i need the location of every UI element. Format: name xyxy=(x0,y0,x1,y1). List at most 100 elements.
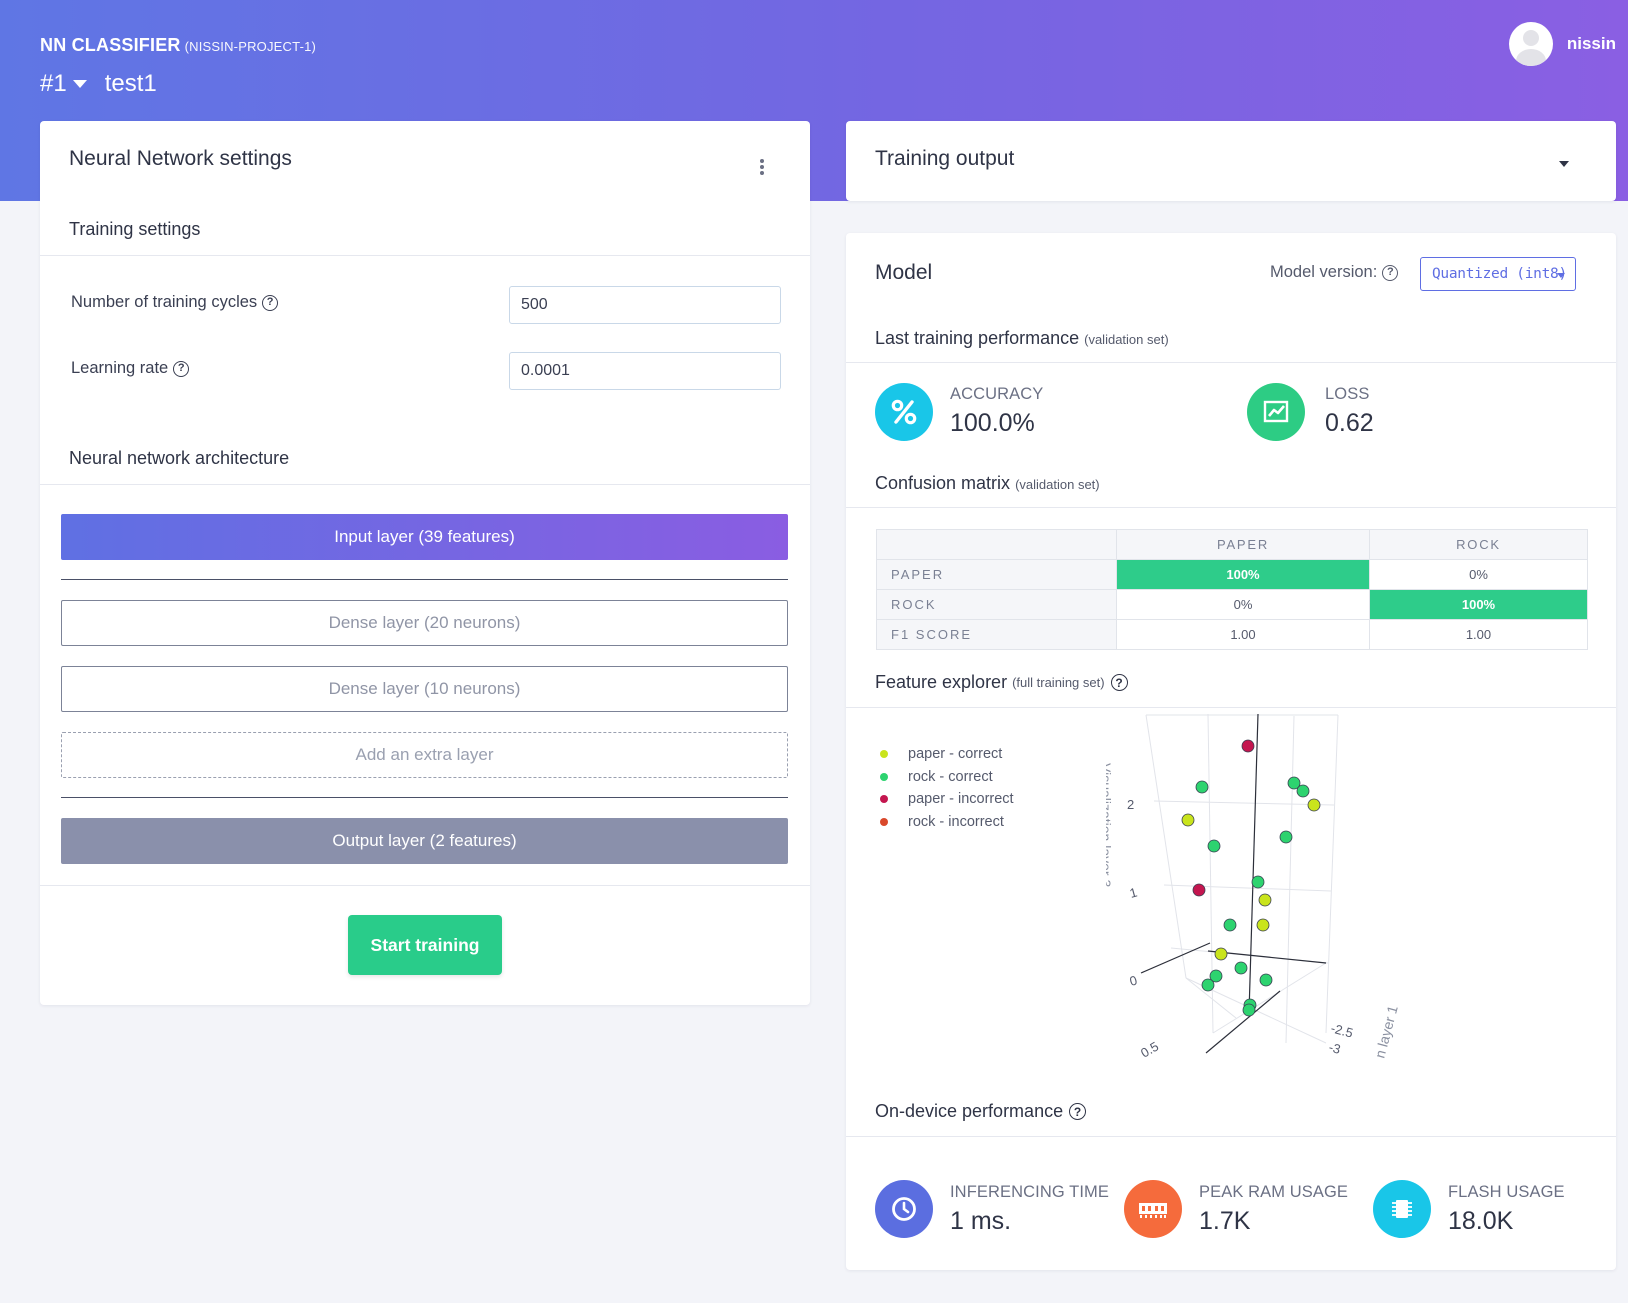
scatter-point[interactable] xyxy=(1201,978,1215,992)
flash-value: 18.0K xyxy=(1448,1207,1514,1235)
row-header: F1 SCORE xyxy=(876,619,1117,650)
scatter-point[interactable] xyxy=(1207,839,1221,853)
memory-icon xyxy=(1124,1180,1182,1238)
table-row: PAPER 100% 0% xyxy=(876,559,1589,590)
impulse-id: #1 xyxy=(40,70,67,97)
user-menu[interactable]: nissin xyxy=(1508,22,1616,66)
kebab-menu-icon[interactable] xyxy=(760,159,764,175)
scatter-point[interactable] xyxy=(1195,780,1209,794)
avatar[interactable] xyxy=(1508,22,1553,66)
legend-label: rock - correct xyxy=(908,768,993,785)
table-cell: 1.00 xyxy=(1368,619,1589,650)
scatter-legend: paper - correct rock - correct paper - i… xyxy=(880,743,1014,833)
feature-explorer-scatter[interactable]: 2 1 0 0.5 -2.5 -3 Visualization layer 3 … xyxy=(1106,713,1526,1083)
chevron-down-icon[interactable] xyxy=(1559,161,1569,167)
start-training-button[interactable]: Start training xyxy=(348,915,502,975)
scatter-point[interactable] xyxy=(1307,798,1321,812)
learning-rate-input[interactable] xyxy=(509,352,781,390)
scatter-point[interactable] xyxy=(1279,830,1293,844)
axis-title-z: Visualization layer 3 xyxy=(1106,763,1114,887)
table-row: F1 SCORE 1.00 1.00 xyxy=(876,619,1589,650)
dense-layer-10[interactable]: Dense layer (10 neurons) xyxy=(61,666,788,712)
learning-rate-label-text: Learning rate xyxy=(71,359,169,377)
feature-explorer-note: (full training set) xyxy=(1012,675,1105,690)
last-performance-note: (validation set) xyxy=(1084,332,1169,347)
divider xyxy=(846,707,1616,708)
legend-dot xyxy=(880,750,888,759)
legend-item[interactable]: rock - correct xyxy=(880,766,1014,789)
table-header: ROCK xyxy=(1368,529,1589,560)
table-cell: 100% xyxy=(1368,589,1589,620)
scatter-point[interactable] xyxy=(1181,813,1195,827)
divider xyxy=(40,885,810,886)
help-icon[interactable]: ? xyxy=(173,360,190,377)
row-header: PAPER xyxy=(876,559,1117,590)
model-version-select[interactable]: Quantized (int8) xyxy=(1420,257,1576,291)
legend-item[interactable]: rock - incorrect xyxy=(880,811,1014,834)
impulse-selector[interactable]: #1 test1 xyxy=(40,70,157,98)
table-row: PAPER ROCK xyxy=(876,529,1589,560)
legend-label: rock - incorrect xyxy=(908,813,1004,830)
x-tick-label: 0.5 xyxy=(1138,1039,1161,1061)
accuracy-value: 100.0% xyxy=(950,409,1035,437)
flash-label: FLASH USAGE xyxy=(1448,1183,1565,1201)
help-icon[interactable]: ? xyxy=(1069,1103,1087,1120)
legend-dot xyxy=(880,817,888,826)
z-tick-label: 1 xyxy=(1128,885,1139,901)
app-title-text: NN CLASSIFIER xyxy=(40,35,181,55)
scatter-point[interactable] xyxy=(1223,918,1237,932)
row-header: ROCK xyxy=(876,589,1117,620)
feature-explorer-title: Feature explorer (full training set) ? xyxy=(875,672,1128,693)
ondevice-title: On-device performance ? xyxy=(875,1101,1087,1122)
last-performance-text: Last training performance xyxy=(875,328,1080,348)
scatter-points xyxy=(1181,739,1321,1017)
y-tick-label: -3 xyxy=(1327,1039,1342,1056)
last-performance-title: Last training performance (validation se… xyxy=(875,328,1169,349)
architecture-title: Neural network architecture xyxy=(69,448,290,468)
scatter-axes xyxy=(1140,713,1327,1054)
chart-line-icon xyxy=(1247,383,1305,441)
z-tick-label: 0 xyxy=(1128,973,1139,989)
scatter-point[interactable] xyxy=(1251,875,1265,889)
output-layer: Output layer (2 features) xyxy=(61,818,788,864)
scatter-point[interactable] xyxy=(1296,784,1310,798)
add-layer-button[interactable]: Add an extra layer xyxy=(61,732,788,778)
scatter-point[interactable] xyxy=(1256,918,1270,932)
nn-settings-title: Neural Network settings xyxy=(69,147,292,170)
table-cell: 1.00 xyxy=(1116,619,1370,650)
scatter-point[interactable] xyxy=(1214,947,1228,961)
accuracy-label: ACCURACY xyxy=(950,385,1044,403)
project-name: (NISSIN-PROJECT-1) xyxy=(184,39,317,54)
scatter-point[interactable] xyxy=(1242,1003,1256,1017)
ram-value: 1.7K xyxy=(1199,1207,1251,1235)
user-name[interactable]: nissin xyxy=(1566,34,1616,53)
scatter-point[interactable] xyxy=(1259,973,1273,987)
cycles-input[interactable] xyxy=(509,286,781,324)
confusion-note: (validation set) xyxy=(1015,477,1100,492)
scatter-point[interactable] xyxy=(1241,739,1255,753)
scatter-point[interactable] xyxy=(1209,969,1223,983)
legend-item[interactable]: paper - incorrect xyxy=(880,788,1014,811)
model-version-label: Model version: ? xyxy=(1270,263,1399,282)
feature-explorer-text: Feature explorer xyxy=(875,672,1008,692)
help-icon[interactable]: ? xyxy=(1110,674,1128,691)
model-version-label-text: Model version: xyxy=(1270,263,1378,281)
dense-layer-20[interactable]: Dense layer (20 neurons) xyxy=(61,600,788,646)
legend-label: paper - correct xyxy=(908,746,1003,763)
scatter-point[interactable] xyxy=(1258,893,1272,907)
divider xyxy=(40,484,810,485)
scatter-point[interactable] xyxy=(1287,776,1301,790)
confusion-title-text: Confusion matrix xyxy=(875,473,1011,493)
scatter-point[interactable] xyxy=(1192,883,1206,897)
legend-item[interactable]: paper - correct xyxy=(880,743,1014,766)
training-settings-title: Training settings xyxy=(69,219,201,239)
app-title: NN CLASSIFIER (NISSIN-PROJECT-1) xyxy=(40,35,316,56)
scatter-point[interactable] xyxy=(1234,961,1248,975)
caret-down-icon xyxy=(72,80,87,88)
help-icon[interactable]: ? xyxy=(1382,264,1399,281)
training-output-card[interactable]: Training output xyxy=(846,121,1616,201)
help-icon[interactable]: ? xyxy=(262,294,279,311)
layer-separator xyxy=(61,797,788,798)
input-layer: Input layer (39 features) xyxy=(61,514,788,560)
ondevice-title-text: On-device performance xyxy=(875,1101,1064,1121)
